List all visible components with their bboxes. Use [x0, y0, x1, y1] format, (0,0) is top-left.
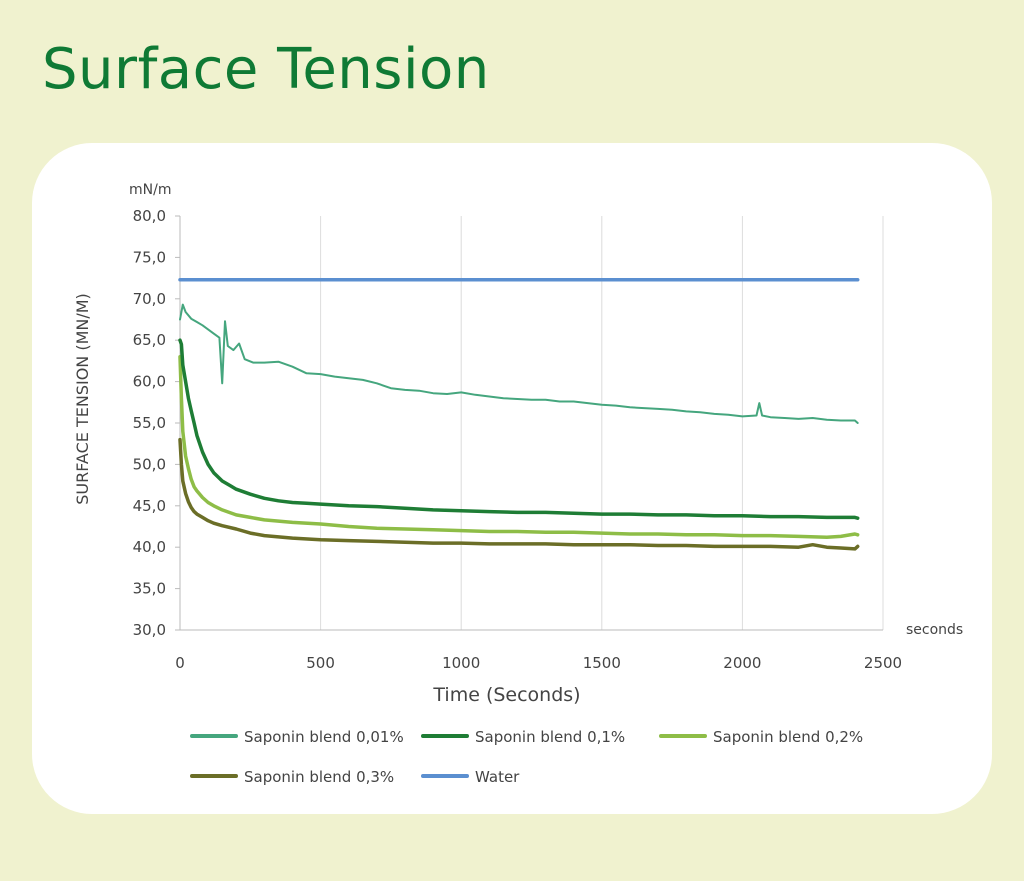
- y-axis-unit: mN/m: [129, 182, 171, 198]
- y-tick-label: 60,0: [133, 373, 166, 391]
- legend-label: Saponin blend 0,3%: [244, 768, 394, 786]
- axis-layer: 0 500 1000 1500 2000 2500 30,0 35,0 40,0 45,0 50,0…: [133, 207, 903, 672]
- legend-label: Water: [475, 768, 520, 786]
- y-tick-label: 70,0: [133, 290, 166, 308]
- series-line-0: [179, 303, 859, 424]
- x-tick-label: 1000: [442, 654, 480, 672]
- y-tick-label: 75,0: [133, 248, 166, 266]
- series-layer: [178, 278, 860, 551]
- y-tick-label: 30,0: [133, 621, 166, 639]
- x-axis-unit: seconds: [906, 622, 963, 638]
- y-tick-label: 45,0: [133, 497, 166, 515]
- series-line-2: [178, 355, 860, 540]
- grid-layer: [320, 216, 884, 630]
- surface-tension-chart: 0 500 1000 1500 2000 2500 30,0 35,0 40,0 45,0 50,0…: [73, 182, 963, 786]
- y-axis-label: SURFACE TENSION (MN/M): [73, 293, 92, 505]
- x-tick-label: 2000: [723, 654, 761, 672]
- y-tick-label: 35,0: [133, 580, 166, 598]
- series-line-1: [178, 338, 860, 520]
- y-tick-label: 40,0: [133, 538, 166, 556]
- x-tick-label: 1500: [583, 654, 621, 672]
- legend-label: Saponin blend 0,2%: [713, 728, 863, 746]
- y-tick-label: 55,0: [133, 414, 166, 432]
- y-tick-label: 50,0: [133, 455, 166, 473]
- x-axis-label: Time (Seconds): [432, 684, 580, 706]
- y-tick-label: 80,0: [133, 207, 166, 225]
- x-tick-label: 2500: [864, 654, 902, 672]
- series-line-3: [178, 437, 860, 551]
- legend-label: Saponin blend 0,1%: [475, 728, 625, 746]
- page-title: Surface Tension: [42, 37, 490, 102]
- legend-label: Saponin blend 0,01%: [244, 728, 404, 746]
- y-tick-label: 65,0: [133, 331, 166, 349]
- legend: Saponin blend 0,01% Saponin blend 0,1% Sap…: [190, 728, 863, 786]
- chart-card: 0 500 1000 1500 2000 2500 30,0 35,0 40,0 45,0 50,0…: [32, 143, 992, 814]
- x-tick-label: 500: [306, 654, 335, 672]
- x-tick-label: 0: [175, 654, 185, 672]
